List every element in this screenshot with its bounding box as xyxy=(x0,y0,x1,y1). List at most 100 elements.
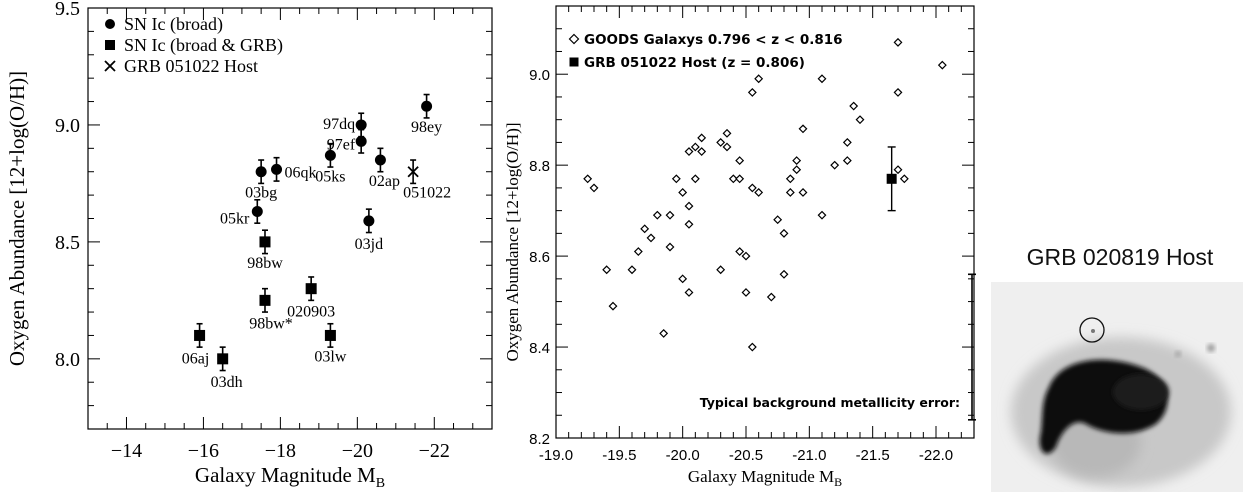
goods-galaxy-point xyxy=(735,247,745,257)
legend-marker xyxy=(569,57,579,67)
goods-galaxy-point xyxy=(792,156,802,166)
goods-galaxy-point xyxy=(754,187,764,197)
legend-marker xyxy=(104,60,116,72)
goods-galaxy-point xyxy=(741,288,751,297)
goods-galaxy-point xyxy=(798,124,808,134)
goods-galaxy-point xyxy=(690,174,700,184)
goods-galaxy-point xyxy=(937,60,947,70)
goods-galaxy-point xyxy=(728,174,738,184)
x-tick-label: −14 xyxy=(111,440,142,462)
goods-galaxy-point xyxy=(747,342,757,352)
goods-galaxy-point xyxy=(684,201,694,211)
goods-galaxy-point xyxy=(754,74,764,84)
point-label: 06qk xyxy=(285,164,317,181)
point-label: 97ef xyxy=(327,136,356,153)
metallicity-vs-magnitude-goods-chart: -19.0 -19.5 -20.0 -20.5 -21.0 -21.5 -22.0 8.2 8.… xyxy=(503,5,976,489)
grb-020819-host-image xyxy=(991,282,1243,492)
goods-galaxy-point xyxy=(633,247,643,257)
point-label: 03bg xyxy=(245,185,277,202)
goods-galaxy-point xyxy=(671,174,681,184)
x-tick-label: -22.0 xyxy=(919,447,953,464)
x-tick-label: -19.0 xyxy=(539,447,573,464)
point-label: 06aj xyxy=(182,350,210,367)
goods-galaxy-point xyxy=(747,87,757,97)
goods-galaxy-point xyxy=(684,288,694,297)
y-tick-label: 9.5 xyxy=(55,0,80,20)
goods-galaxy-point xyxy=(640,224,650,234)
goods-galaxy-point xyxy=(589,183,599,193)
goods-galaxy-point xyxy=(678,274,688,284)
goods-galaxy-point xyxy=(893,87,903,97)
y-tick-label: 8.6 xyxy=(529,249,550,266)
y-tick-label: 9.0 xyxy=(529,67,550,84)
point-label: 98bw* xyxy=(249,315,293,332)
goods-galaxy-point xyxy=(893,37,903,47)
point-label: 97dq xyxy=(323,116,355,133)
goods-galaxy-point xyxy=(899,174,909,184)
data-point xyxy=(421,100,433,112)
data-point xyxy=(355,119,367,131)
point-label: 020903 xyxy=(287,304,335,321)
plot-frame xyxy=(555,5,975,439)
x-tick-label: -21.5 xyxy=(856,447,890,464)
legend-label: GRB 051022 Host xyxy=(124,56,258,76)
host-image-title: GRB 020819 Host xyxy=(1026,244,1214,270)
goods-galaxy-point xyxy=(665,210,675,220)
goods-galaxy-point xyxy=(684,147,694,156)
x-tick-label: -20.0 xyxy=(666,447,700,464)
goods-galaxy-point xyxy=(766,292,776,302)
goods-galaxy-point xyxy=(741,251,751,261)
y-tick-label: 8.5 xyxy=(55,232,80,254)
point-label: 03lw xyxy=(314,348,346,365)
goods-galaxy-point xyxy=(842,137,852,147)
legend-label: SN Ic (broad & GRB) xyxy=(124,35,283,56)
goods-galaxy-point xyxy=(652,210,662,220)
goods-galaxy-point xyxy=(855,115,865,125)
legend-label: GOODS Galaxys 0.796 < z < 0.816 xyxy=(584,32,843,48)
goods-galaxy-point xyxy=(583,174,593,184)
x-tick-label: −18 xyxy=(265,440,296,462)
goods-galaxy-point xyxy=(735,174,745,184)
goods-galaxy-point xyxy=(602,265,612,275)
legend-marker xyxy=(568,33,580,45)
goods-galaxy-point xyxy=(646,233,656,243)
annotation-text: Typical background metallicity error: xyxy=(700,395,960,410)
goods-galaxy-point xyxy=(697,147,707,156)
goods-galaxy-point xyxy=(716,137,726,147)
point-label: 051022 xyxy=(403,185,451,202)
x-tick-label: -21.0 xyxy=(792,447,826,464)
goods-galaxy-point xyxy=(678,187,688,197)
x-tick-label: −16 xyxy=(188,440,219,462)
grb-host-point xyxy=(886,173,897,184)
data-point xyxy=(363,215,375,227)
y-tick-label: 8.2 xyxy=(529,431,550,448)
data-point xyxy=(324,329,336,341)
goods-galaxy-point xyxy=(785,187,795,197)
goods-galaxy-point xyxy=(773,215,783,225)
data-point xyxy=(259,236,271,248)
data-point xyxy=(324,149,336,161)
goods-galaxy-point xyxy=(779,269,789,279)
data-point xyxy=(259,294,271,306)
goods-galaxy-point xyxy=(779,228,789,238)
data-point xyxy=(374,154,386,166)
point-label: 03jd xyxy=(355,236,383,253)
point-label: 98ey xyxy=(411,119,442,136)
goods-galaxy-point xyxy=(716,265,726,275)
legend-label: GRB 051022 Host (z = 0.806) xyxy=(584,55,805,71)
y-tick-label: 8.8 xyxy=(529,158,550,175)
goods-galaxy-point xyxy=(830,160,840,170)
y-tick-label: 9.0 xyxy=(55,115,80,137)
point-label: 02ap xyxy=(369,173,400,190)
data-point xyxy=(271,163,283,175)
x-tick-label: −22 xyxy=(419,440,450,462)
goods-galaxy-point xyxy=(792,165,802,175)
x-tick-label: −20 xyxy=(342,440,373,462)
data-point xyxy=(355,135,367,147)
data-point xyxy=(251,205,263,217)
point-label: 98bw xyxy=(247,255,283,272)
legend-marker xyxy=(105,19,115,29)
x-tick-label: -20.5 xyxy=(729,447,763,464)
goods-galaxy-point xyxy=(747,183,757,193)
